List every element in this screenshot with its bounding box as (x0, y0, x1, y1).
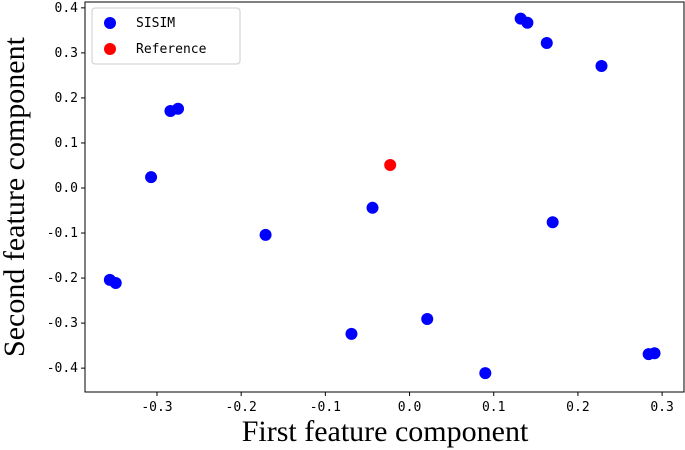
point (595, 59, 608, 72)
y-tick-label: -0.3 (47, 316, 78, 331)
point (384, 159, 397, 172)
point (172, 102, 185, 115)
x-tick-label: -0.1 (310, 400, 341, 415)
legend-label: Reference (136, 42, 207, 57)
y-axis-label: Second feature component (0, 36, 31, 357)
point (421, 313, 434, 326)
point (345, 327, 358, 340)
x-tick-label: -0.3 (141, 400, 172, 415)
legend-label: SISIM (136, 16, 175, 31)
x-axis-label: First feature component (242, 415, 529, 448)
y-tick-label: -0.2 (47, 271, 78, 286)
x-tick-label: 0.3 (650, 400, 673, 415)
y-tick-label: 0.3 (55, 46, 78, 61)
legend-marker (104, 17, 116, 29)
y-tick-label: 0.1 (55, 136, 78, 151)
x-tick-label: 0.0 (398, 400, 421, 415)
x-tick-label: 0.1 (482, 400, 505, 415)
point (366, 201, 379, 214)
point (109, 277, 122, 290)
point (540, 36, 553, 49)
point (648, 347, 661, 360)
point (479, 367, 492, 380)
y-tick-label: -0.1 (47, 226, 78, 241)
legend-marker (104, 43, 116, 55)
y-tick-label: 0.2 (55, 91, 78, 106)
x-tick-label: -0.2 (226, 400, 257, 415)
point (145, 171, 158, 184)
y-tick-label: 0.0 (55, 181, 78, 196)
y-tick-label: 0.4 (55, 1, 79, 16)
point (521, 16, 534, 29)
point (546, 216, 559, 229)
legend-box (91, 7, 241, 65)
point (259, 228, 272, 241)
plot-frame (84, 1, 685, 393)
y-tick-label: -0.4 (47, 361, 78, 376)
x-tick-label: 0.2 (566, 400, 589, 415)
